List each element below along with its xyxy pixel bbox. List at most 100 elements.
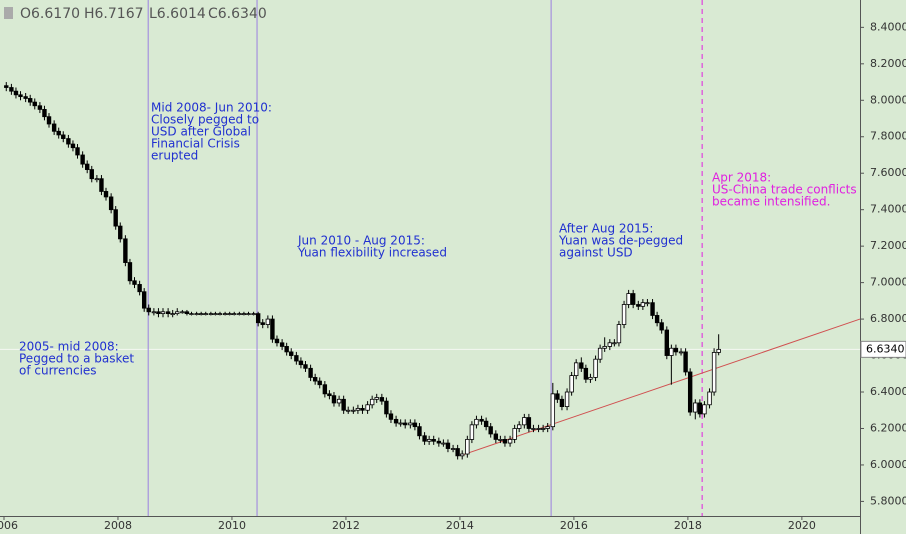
y-tick-label: 7.6000 (870, 166, 906, 179)
candle-body (346, 409, 351, 412)
candle-body (540, 428, 546, 430)
candle-body (493, 433, 499, 440)
candle-body (84, 163, 90, 170)
candle-body (61, 134, 66, 139)
candle-body (531, 428, 536, 430)
annotation: USD after Global (151, 125, 251, 139)
candle-body (170, 313, 175, 316)
y-tick-label: 7.4000 (870, 203, 906, 216)
candle-body (507, 439, 513, 444)
x-tick-label: 2016 (560, 519, 588, 532)
candle-body (336, 398, 342, 404)
candle-body (602, 346, 607, 349)
y-tick-label: 8.2000 (870, 57, 906, 70)
candle-body (640, 302, 646, 307)
annotation: became intensified. (712, 195, 830, 209)
annotation: against USD (559, 246, 633, 260)
x-tick-label: 2006 (0, 519, 18, 532)
candle-body (303, 364, 308, 369)
x-tick-label: 2012 (332, 519, 360, 532)
candle-body (398, 422, 403, 425)
candle-body (597, 347, 603, 360)
annotation: Yuan flexibility increased (297, 246, 447, 260)
candle-body (374, 397, 379, 400)
candle-body (417, 426, 422, 437)
candle-body (460, 453, 465, 457)
candle-body (626, 293, 631, 305)
candle-body (636, 304, 641, 307)
annotation: Closely pegged to (151, 113, 259, 127)
candle-body (545, 426, 550, 429)
candle-body (66, 138, 71, 145)
candle-body (516, 424, 522, 429)
candle-body (194, 313, 199, 316)
annotation: 2005- mid 2008: (19, 340, 119, 354)
candle-body (654, 315, 660, 324)
candle-body (13, 90, 19, 96)
candle-body (678, 351, 684, 354)
candle-body (180, 311, 185, 314)
candle-body (693, 402, 698, 413)
candle-body (412, 422, 418, 428)
candle-body (251, 313, 256, 316)
candle-body (123, 238, 128, 263)
candle-body (498, 439, 503, 441)
candle-body (99, 178, 104, 192)
candle-body (536, 428, 541, 430)
ohlc-high: H6.7167 (84, 6, 144, 22)
candle-body (630, 293, 636, 305)
candle-body (270, 318, 275, 340)
candle-body (227, 313, 232, 316)
candle-body (75, 147, 80, 156)
candle-body (465, 439, 470, 455)
candle-body (659, 322, 664, 331)
candle-body (569, 375, 574, 393)
candle-body (32, 101, 37, 107)
x-tick-label: 2020 (788, 519, 816, 532)
ohlc-low: L6.6014 (149, 6, 206, 22)
trend-line (459, 318, 861, 457)
candle-body (369, 398, 375, 406)
candle-body (70, 143, 76, 149)
candle-body (616, 324, 622, 344)
candle-body (588, 377, 593, 380)
y-tick-label: 7.2000 (870, 239, 906, 252)
candle-body (526, 417, 532, 429)
price-tag (860, 340, 906, 358)
candle-body (132, 280, 137, 285)
y-tick-label: 7.8000 (870, 130, 906, 143)
y-tick-label: 8.0000 (870, 93, 906, 106)
y-tick-label: 7.0000 (870, 276, 906, 289)
ohlc-close: C6.6340 (208, 6, 267, 22)
candle-body (255, 313, 261, 324)
candle-body (56, 130, 61, 136)
candle-body (607, 342, 613, 347)
annotation: Pegged to a basket (19, 352, 134, 366)
header-icon (4, 7, 13, 19)
annotation: Yuan was de-pegged (558, 234, 683, 248)
candle-body (403, 422, 408, 426)
annotation: After Aug 2015: (559, 222, 653, 236)
y-tick-label: 5.8000 (870, 494, 906, 507)
candle-body (165, 311, 171, 315)
candle-body (322, 384, 328, 395)
candle-body (488, 426, 493, 435)
candle-body (645, 302, 650, 305)
candle-body (23, 96, 28, 99)
candle-body (583, 367, 589, 380)
candle-body (241, 313, 247, 316)
x-tick-label: 2010 (218, 519, 246, 532)
candle-body (702, 404, 707, 415)
candle-body (146, 307, 151, 313)
annotation: Jun 2010 - Aug 2015: (297, 234, 425, 248)
candle-body (669, 347, 674, 356)
candle-body (384, 400, 389, 415)
candle-body (203, 313, 208, 316)
candle-body (94, 178, 100, 181)
candle-body (80, 154, 85, 165)
candle-body (393, 418, 399, 424)
candle-body (28, 98, 33, 103)
candle-body (9, 87, 14, 92)
candle-body (175, 311, 180, 315)
candle-body (4, 85, 9, 88)
